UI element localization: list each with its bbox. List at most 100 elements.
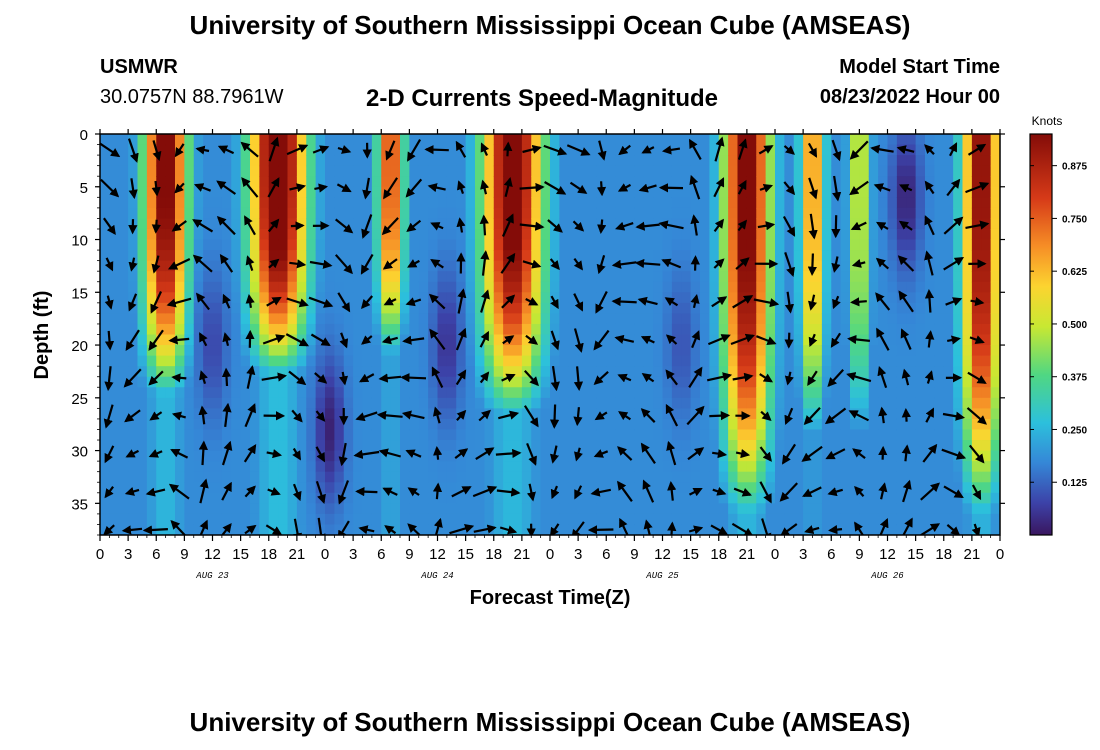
heatmap-cell bbox=[981, 239, 992, 251]
heatmap-cell bbox=[493, 366, 504, 378]
heatmap-cell bbox=[212, 440, 223, 452]
heatmap-cell bbox=[362, 408, 373, 420]
heatmap-cell bbox=[315, 239, 326, 251]
heatmap-cell bbox=[887, 513, 898, 526]
heatmap-cell bbox=[100, 366, 110, 378]
heatmap-cell bbox=[737, 271, 748, 283]
heatmap-cell bbox=[765, 155, 776, 167]
heatmap-cell bbox=[175, 323, 185, 336]
heatmap-cell bbox=[550, 176, 560, 188]
heatmap-cell bbox=[746, 134, 757, 146]
heatmap-cell bbox=[259, 513, 270, 526]
heatmap-cell bbox=[175, 366, 185, 378]
heatmap-cell bbox=[503, 418, 514, 431]
heatmap-cell bbox=[559, 429, 570, 441]
heatmap-cell bbox=[925, 228, 935, 241]
heatmap-cell bbox=[690, 471, 701, 483]
heatmap-cell bbox=[896, 418, 907, 431]
current-arrow bbox=[285, 333, 310, 347]
heatmap-cell bbox=[493, 186, 504, 198]
heatmap-cell bbox=[315, 471, 326, 483]
heatmap-cell bbox=[578, 292, 589, 304]
heatmap-cell bbox=[334, 228, 345, 241]
heatmap-cell bbox=[803, 176, 814, 188]
current-arrow bbox=[756, 335, 777, 346]
heatmap-cell bbox=[109, 228, 120, 241]
heatmap-cell bbox=[840, 471, 851, 483]
heatmap-cell bbox=[812, 302, 823, 314]
current-arrow bbox=[804, 525, 820, 535]
heatmap-cell bbox=[943, 239, 954, 251]
heatmap-cell bbox=[287, 366, 298, 378]
heatmap-cell bbox=[184, 503, 195, 515]
heatmap-cell bbox=[306, 376, 317, 388]
y-tick-label: 20 bbox=[71, 338, 88, 355]
heatmap-cell bbox=[709, 218, 720, 230]
heatmap-cell bbox=[793, 503, 804, 515]
heatmap-cell bbox=[409, 397, 420, 409]
heatmap-cell bbox=[643, 197, 654, 209]
heatmap-cell bbox=[550, 387, 560, 399]
heatmap-cell bbox=[746, 239, 757, 251]
heatmap-cell bbox=[156, 471, 167, 483]
heatmap-cell bbox=[184, 323, 195, 336]
current-arrow bbox=[361, 214, 373, 239]
heatmap-cell bbox=[896, 503, 907, 515]
heatmap-cell bbox=[643, 503, 654, 515]
heatmap-cell bbox=[615, 176, 626, 188]
heatmap-cell bbox=[868, 387, 879, 399]
heatmap-cell bbox=[653, 134, 664, 146]
heatmap-cell bbox=[915, 260, 926, 272]
heatmap-cell bbox=[737, 503, 748, 515]
heatmap-cell bbox=[362, 513, 373, 526]
heatmap-cell bbox=[156, 387, 167, 399]
heatmap-cell bbox=[278, 176, 289, 188]
heatmap-cell bbox=[400, 492, 410, 504]
heatmap-cell bbox=[343, 334, 354, 346]
heatmap-cell bbox=[465, 429, 476, 441]
heatmap-cell bbox=[962, 387, 973, 399]
heatmap-cell bbox=[681, 207, 692, 220]
heatmap-cell bbox=[625, 418, 635, 431]
heatmap-cell bbox=[118, 397, 129, 409]
heatmap-cell bbox=[175, 197, 185, 209]
heatmap-cell bbox=[568, 144, 579, 156]
heatmap-cell bbox=[653, 323, 664, 336]
heatmap-cell bbox=[493, 313, 504, 325]
heatmap-cell bbox=[118, 492, 129, 504]
heatmap-cell bbox=[268, 313, 279, 325]
day-label: AUG 23 bbox=[195, 571, 229, 581]
heatmap-cell bbox=[981, 302, 992, 314]
heatmap-cell bbox=[100, 492, 110, 504]
heatmap-cell bbox=[831, 239, 842, 251]
heatmap-cell bbox=[850, 397, 860, 409]
heatmap-cell bbox=[653, 207, 664, 220]
heatmap-cell bbox=[934, 313, 945, 325]
heatmap-cell bbox=[296, 387, 307, 399]
heatmap-cell bbox=[250, 302, 260, 314]
heatmap-cell bbox=[259, 176, 270, 188]
heatmap-cell bbox=[315, 429, 326, 441]
heatmap-cell bbox=[840, 239, 851, 251]
heatmap-cell bbox=[296, 176, 307, 188]
heatmap-cell bbox=[775, 281, 785, 293]
y-tick-label: 25 bbox=[71, 391, 88, 408]
heatmap-cell bbox=[446, 302, 457, 314]
heatmap-cell bbox=[371, 228, 382, 241]
heatmap-cell bbox=[765, 271, 776, 283]
heatmap-cell bbox=[550, 207, 560, 220]
heatmap-cell bbox=[896, 513, 907, 526]
heatmap-cell bbox=[212, 165, 223, 177]
heatmap-cell bbox=[334, 281, 345, 293]
heatmap-cell bbox=[231, 397, 242, 409]
heatmap-cell bbox=[296, 461, 307, 473]
heatmap-cell bbox=[465, 345, 476, 357]
current-arrow bbox=[779, 523, 798, 535]
heatmap-cell bbox=[381, 239, 392, 251]
heatmap-cell bbox=[203, 366, 214, 378]
heatmap-cell bbox=[784, 503, 795, 515]
current-arrow bbox=[901, 407, 911, 422]
heatmap-cell bbox=[296, 250, 307, 262]
heatmap-cell bbox=[531, 302, 542, 314]
heatmap-cell bbox=[343, 165, 354, 177]
